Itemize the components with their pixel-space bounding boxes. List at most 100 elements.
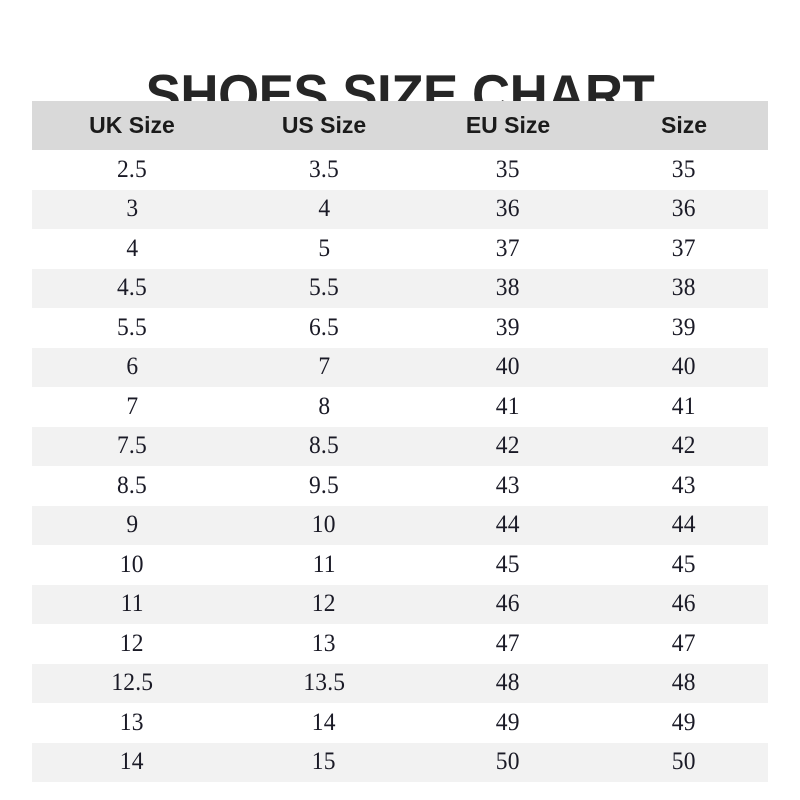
table-row: 12 13 47 47 xyxy=(32,624,768,664)
column-header-uk-size: UK Size xyxy=(32,101,232,150)
table-cell-uk: 3 xyxy=(32,189,232,229)
table-cell-size: 40 xyxy=(600,347,768,387)
size-conversion-table: UK Size US Size EU Size Size 2.5 3.5 35 35 3… xyxy=(32,101,768,782)
cell-value: 6 xyxy=(126,353,138,381)
cell-value: 41 xyxy=(496,392,520,420)
table-cell-eu: 36 xyxy=(416,189,600,229)
table-row: 3 4 36 36 xyxy=(32,189,768,229)
cell-value: 47 xyxy=(672,629,696,657)
cell-value: 8.5 xyxy=(309,432,339,460)
table-cell-eu: 39 xyxy=(416,308,600,348)
table-cell-us: 8 xyxy=(232,387,416,427)
cell-value: 14 xyxy=(120,748,144,776)
cell-value: 42 xyxy=(496,432,520,460)
table-cell-eu: 48 xyxy=(416,663,600,703)
cell-value: 7 xyxy=(318,353,330,381)
cell-value: 12.5 xyxy=(111,669,153,697)
cell-value: 4 xyxy=(318,195,330,223)
table-cell-eu: 38 xyxy=(416,268,600,308)
cell-value: 36 xyxy=(672,195,696,223)
table-cell-uk: 2.5 xyxy=(32,150,232,190)
table-cell-uk: 7.5 xyxy=(32,426,232,466)
cell-value: 11 xyxy=(312,550,336,578)
cell-value: 5.5 xyxy=(309,274,339,302)
cell-value: 9.5 xyxy=(309,471,339,499)
table-cell-us: 13.5 xyxy=(232,663,416,703)
table-row: 14 15 50 50 xyxy=(32,742,768,782)
cell-value: 35 xyxy=(496,155,520,183)
table-cell-uk: 7 xyxy=(32,387,232,427)
cell-value: 39 xyxy=(496,313,520,341)
table-cell-us: 7 xyxy=(232,347,416,387)
table-cell-eu: 50 xyxy=(416,742,600,782)
table-cell-us: 4 xyxy=(232,189,416,229)
cell-value: 47 xyxy=(496,629,520,657)
cell-value: 42 xyxy=(672,432,696,460)
cell-value: 40 xyxy=(672,353,696,381)
table-cell-us: 5 xyxy=(232,229,416,269)
cell-value: 11 xyxy=(120,590,144,618)
table-cell-us: 11 xyxy=(232,545,416,585)
cell-value: 44 xyxy=(496,511,520,539)
table-cell-eu: 45 xyxy=(416,545,600,585)
table-cell-size: 43 xyxy=(600,466,768,506)
cell-value: 3 xyxy=(126,195,138,223)
cell-value: 48 xyxy=(672,669,696,697)
cell-value: 3.5 xyxy=(309,155,339,183)
table-cell-size: 38 xyxy=(600,268,768,308)
table-cell-size: 50 xyxy=(600,742,768,782)
table-cell-us: 6.5 xyxy=(232,308,416,348)
table-cell-size: 45 xyxy=(600,545,768,585)
cell-value: 13 xyxy=(120,708,144,736)
table-row: 6 7 40 40 xyxy=(32,347,768,387)
cell-value: 4 xyxy=(126,234,138,262)
column-header-eu-size: EU Size xyxy=(416,101,600,150)
cell-value: 49 xyxy=(496,708,520,736)
cell-value: 10 xyxy=(120,550,144,578)
cell-value: 9 xyxy=(126,511,138,539)
cell-value: 15 xyxy=(312,748,336,776)
cell-value: 6.5 xyxy=(309,313,339,341)
cell-value: 40 xyxy=(496,353,520,381)
cell-value: 48 xyxy=(496,669,520,697)
table-cell-uk: 14 xyxy=(32,742,232,782)
table-cell-size: 36 xyxy=(600,189,768,229)
table-row: 2.5 3.5 35 35 xyxy=(32,150,768,190)
cell-value: 37 xyxy=(672,234,696,262)
table-cell-uk: 5.5 xyxy=(32,308,232,348)
cell-value: 7 xyxy=(126,392,138,420)
table-cell-eu: 47 xyxy=(416,624,600,664)
table-cell-eu: 46 xyxy=(416,584,600,624)
table-cell-uk: 12 xyxy=(32,624,232,664)
cell-value: 10 xyxy=(312,511,336,539)
cell-value: 49 xyxy=(672,708,696,736)
table-cell-us: 9.5 xyxy=(232,466,416,506)
table-cell-us: 10 xyxy=(232,505,416,545)
table-cell-eu: 40 xyxy=(416,347,600,387)
table-cell-size: 49 xyxy=(600,703,768,743)
table-cell-size: 48 xyxy=(600,663,768,703)
table-row: 11 12 46 46 xyxy=(32,584,768,624)
table-cell-uk: 13 xyxy=(32,703,232,743)
table-cell-us: 5.5 xyxy=(232,268,416,308)
table-cell-us: 12 xyxy=(232,584,416,624)
cell-value: 12 xyxy=(312,590,336,618)
cell-value: 37 xyxy=(496,234,520,262)
table-cell-size: 35 xyxy=(600,150,768,190)
table-cell-uk: 4.5 xyxy=(32,268,232,308)
table-row: 7 8 41 41 xyxy=(32,387,768,427)
table-cell-eu: 41 xyxy=(416,387,600,427)
cell-value: 43 xyxy=(496,471,520,499)
cell-value: 8.5 xyxy=(117,471,147,499)
table-cell-eu: 37 xyxy=(416,229,600,269)
cell-value: 14 xyxy=(312,708,336,736)
table-row: 5.5 6.5 39 39 xyxy=(32,308,768,348)
cell-value: 44 xyxy=(672,511,696,539)
table-row: 10 11 45 45 xyxy=(32,545,768,585)
table-row: 9 10 44 44 xyxy=(32,505,768,545)
table-cell-eu: 42 xyxy=(416,426,600,466)
table-cell-us: 14 xyxy=(232,703,416,743)
table-cell-eu: 43 xyxy=(416,466,600,506)
table-cell-size: 39 xyxy=(600,308,768,348)
